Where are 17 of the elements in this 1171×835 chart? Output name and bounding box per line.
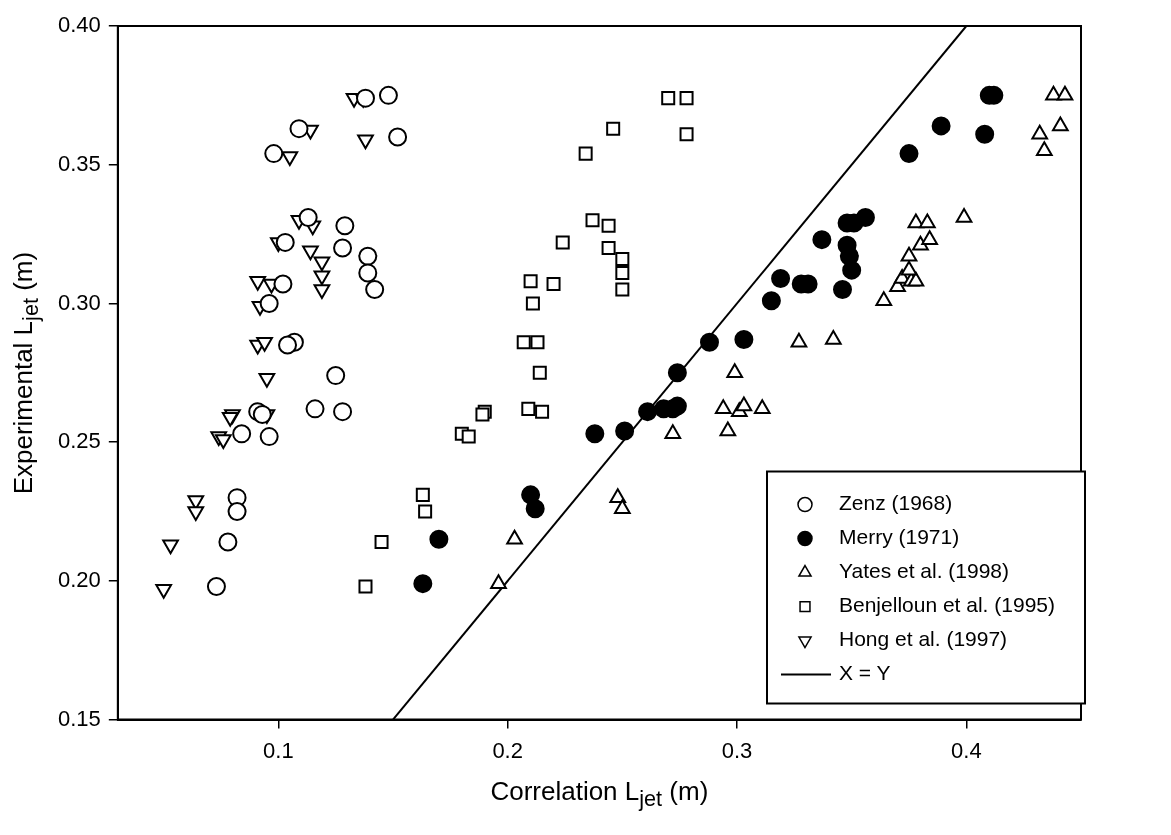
legend-label: X = Y	[839, 661, 891, 685]
y-tick-label: 0.35	[57, 150, 101, 176]
x-axis-title: Correlation L$_{jet}$ (m)	[490, 775, 709, 812]
x-tick-label: 0.2	[492, 737, 523, 763]
legend-label: Benjelloun et al. (1995)	[839, 593, 1055, 617]
y-tick-label: 0.30	[57, 289, 101, 315]
x-tick-label: 0.3	[721, 737, 753, 763]
x-tick-label: 0.1	[263, 737, 294, 763]
legend-label: Hong et al. (1997)	[839, 627, 1008, 651]
y-tick-label: 0.25	[57, 428, 101, 454]
y-tick-label: 0.40	[57, 12, 101, 38]
y-tick-label: 0.20	[57, 566, 101, 592]
y-tick-label: 0.15	[57, 705, 101, 731]
legend-label: Yates et al. (1998)	[839, 559, 1010, 583]
legend-label: Merry (1971)	[839, 525, 960, 549]
x-tick-label: 0.4	[951, 737, 982, 763]
legend-label: Zenz (1968)	[839, 491, 953, 515]
